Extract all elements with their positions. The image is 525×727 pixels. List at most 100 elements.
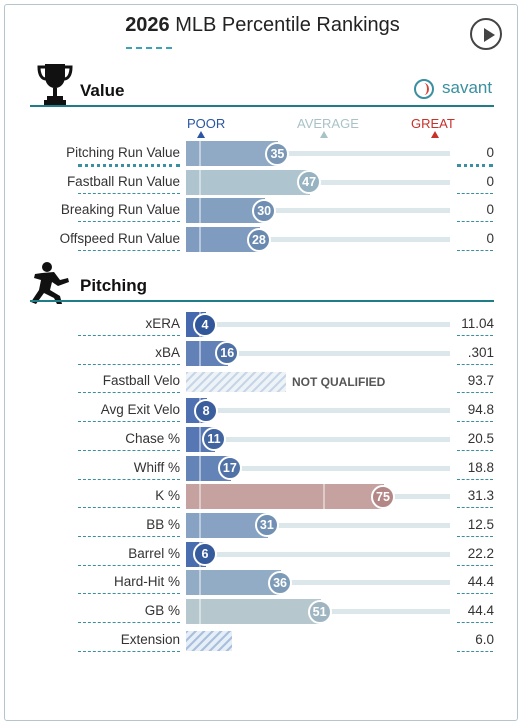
metric-label-pitching-run-value[interactable]: Pitching Run Value xyxy=(66,145,180,160)
row-divider xyxy=(78,650,180,652)
bar-tick xyxy=(199,599,202,624)
scale-average: AVERAGE xyxy=(297,116,359,131)
percentile-bar-hard-hit[interactable] xyxy=(186,570,282,596)
percentile-circle-avg-exit-velo[interactable]: 8 xyxy=(194,398,219,423)
metric-label-breaking-run-value[interactable]: Breaking Run Value xyxy=(60,202,180,218)
savant-logo[interactable]: savant xyxy=(414,78,496,102)
metric-value-k: 31.3 xyxy=(467,488,494,504)
percentile-circle-whiff[interactable]: 17 xyxy=(217,456,242,480)
percentile-circle-gb[interactable]: 51 xyxy=(307,599,332,624)
percentile-track xyxy=(186,436,450,442)
bar-tick xyxy=(199,340,202,366)
hatched-bar-extension xyxy=(186,630,232,651)
percentile-track xyxy=(186,322,450,327)
row-divider xyxy=(78,335,180,336)
percentile-track xyxy=(186,208,450,214)
row-divider xyxy=(78,250,180,252)
metric-label-hard-hit[interactable]: Hard-Hit % xyxy=(113,574,180,590)
value-divider xyxy=(457,622,493,623)
metric-label-fastball-velo[interactable]: Fastball Velo xyxy=(102,373,180,389)
metric-label-bb[interactable]: BB % xyxy=(146,516,180,532)
percentile-bar-pitching-run-value[interactable] xyxy=(186,141,279,166)
row-divider xyxy=(78,363,180,365)
not-qualified-bar xyxy=(186,372,286,393)
metric-label-offspeed-run-value[interactable]: Offspeed Run Value xyxy=(59,231,180,247)
value-divider xyxy=(457,449,493,451)
metric-value-xba: .301 xyxy=(467,344,494,360)
percentile-track xyxy=(186,522,450,528)
metric-label-fastball-run-value[interactable]: Fastball Run Value xyxy=(66,173,180,189)
metric-value-offspeed-run-value: 0 xyxy=(486,231,494,247)
percentile-bar-bb[interactable] xyxy=(186,512,268,538)
row-divider xyxy=(78,593,180,595)
row-divider xyxy=(78,192,180,194)
percentile-circle-pitching-run-value[interactable]: 35 xyxy=(265,141,290,166)
value-divider xyxy=(457,221,493,223)
value-divider xyxy=(457,507,493,509)
play-icon[interactable] xyxy=(470,18,502,50)
percentile-circle-xera[interactable]: 4 xyxy=(193,312,217,337)
metric-value-fastball-velo: 93.7 xyxy=(467,373,494,389)
percentile-track xyxy=(186,237,450,243)
great-marker-icon xyxy=(431,131,439,138)
percentile-track xyxy=(186,551,450,557)
bar-tick xyxy=(323,484,326,510)
year-dropdown-underline[interactable] xyxy=(126,47,172,49)
row-divider xyxy=(78,478,180,480)
metric-value-extension: 6.0 xyxy=(475,631,494,647)
percentile-track xyxy=(186,580,450,586)
bar-tick xyxy=(199,484,202,510)
value-section-divider xyxy=(30,105,494,107)
baseball-icon xyxy=(414,79,434,99)
value-divider xyxy=(457,478,493,480)
percentile-bar-k[interactable] xyxy=(186,484,384,510)
value-divider xyxy=(457,192,493,194)
percentile-circle-fastball-run-value[interactable]: 47 xyxy=(297,170,322,195)
value-divider xyxy=(457,593,493,595)
row-divider xyxy=(78,507,180,509)
percentile-circle-bb[interactable]: 31 xyxy=(254,513,279,538)
percentile-track xyxy=(186,465,450,471)
percentile-track xyxy=(186,350,450,356)
metric-label-whiff[interactable]: Whiff % xyxy=(133,459,180,475)
metric-value-breaking-run-value: 0 xyxy=(486,202,494,218)
metric-label-xba[interactable]: xBA xyxy=(155,344,180,360)
percentile-bar-breaking-run-value[interactable] xyxy=(186,198,266,224)
metric-value-avg-exit-velo: 94.8 xyxy=(467,402,494,418)
percentile-bar-gb[interactable] xyxy=(186,599,321,624)
metric-label-extension[interactable]: Extension xyxy=(120,631,180,647)
metric-value-pitching-run-value: 0 xyxy=(486,145,494,160)
percentile-circle-offspeed-run-value[interactable]: 28 xyxy=(246,227,271,252)
value-divider xyxy=(457,392,493,394)
metric-label-k[interactable]: K % xyxy=(155,488,180,504)
percentile-circle-barrel[interactable]: 6 xyxy=(193,542,217,567)
page-title: 2026 MLB Percentile Rankings xyxy=(0,14,525,37)
metric-label-xera[interactable]: xERA xyxy=(145,316,180,331)
percentile-circle-xba[interactable]: 16 xyxy=(215,341,240,366)
percentile-circle-breaking-run-value[interactable]: 30 xyxy=(252,198,277,223)
bar-tick xyxy=(199,169,202,195)
row-divider xyxy=(78,535,180,537)
not-qualified-label: NOT QUALIFIED xyxy=(292,375,386,390)
row-divider xyxy=(78,392,180,394)
metric-label-avg-exit-velo[interactable]: Avg Exit Velo xyxy=(100,402,180,418)
percentile-circle-hard-hit[interactable]: 36 xyxy=(268,570,293,595)
percentile-track xyxy=(186,408,450,414)
metric-value-bb: 12.5 xyxy=(467,516,494,532)
bar-tick xyxy=(199,570,202,596)
bar-tick xyxy=(199,512,202,538)
metric-label-gb[interactable]: GB % xyxy=(144,603,180,618)
scale-great: GREAT xyxy=(411,116,455,131)
metric-label-barrel[interactable]: Barrel % xyxy=(128,545,180,561)
percentile-circle-chase[interactable]: 11 xyxy=(202,427,227,452)
percentile-bar-fastball-run-value[interactable] xyxy=(186,169,311,195)
bar-tick xyxy=(199,227,202,253)
value-divider xyxy=(457,250,493,252)
metric-label-chase[interactable]: Chase % xyxy=(125,430,180,446)
value-section-title: Value xyxy=(80,81,125,100)
pitching-section-title: Pitching xyxy=(80,276,148,295)
percentile-circle-k[interactable]: 75 xyxy=(371,484,395,509)
value-divider xyxy=(457,421,493,423)
value-divider xyxy=(457,650,493,652)
value-divider xyxy=(457,335,493,336)
